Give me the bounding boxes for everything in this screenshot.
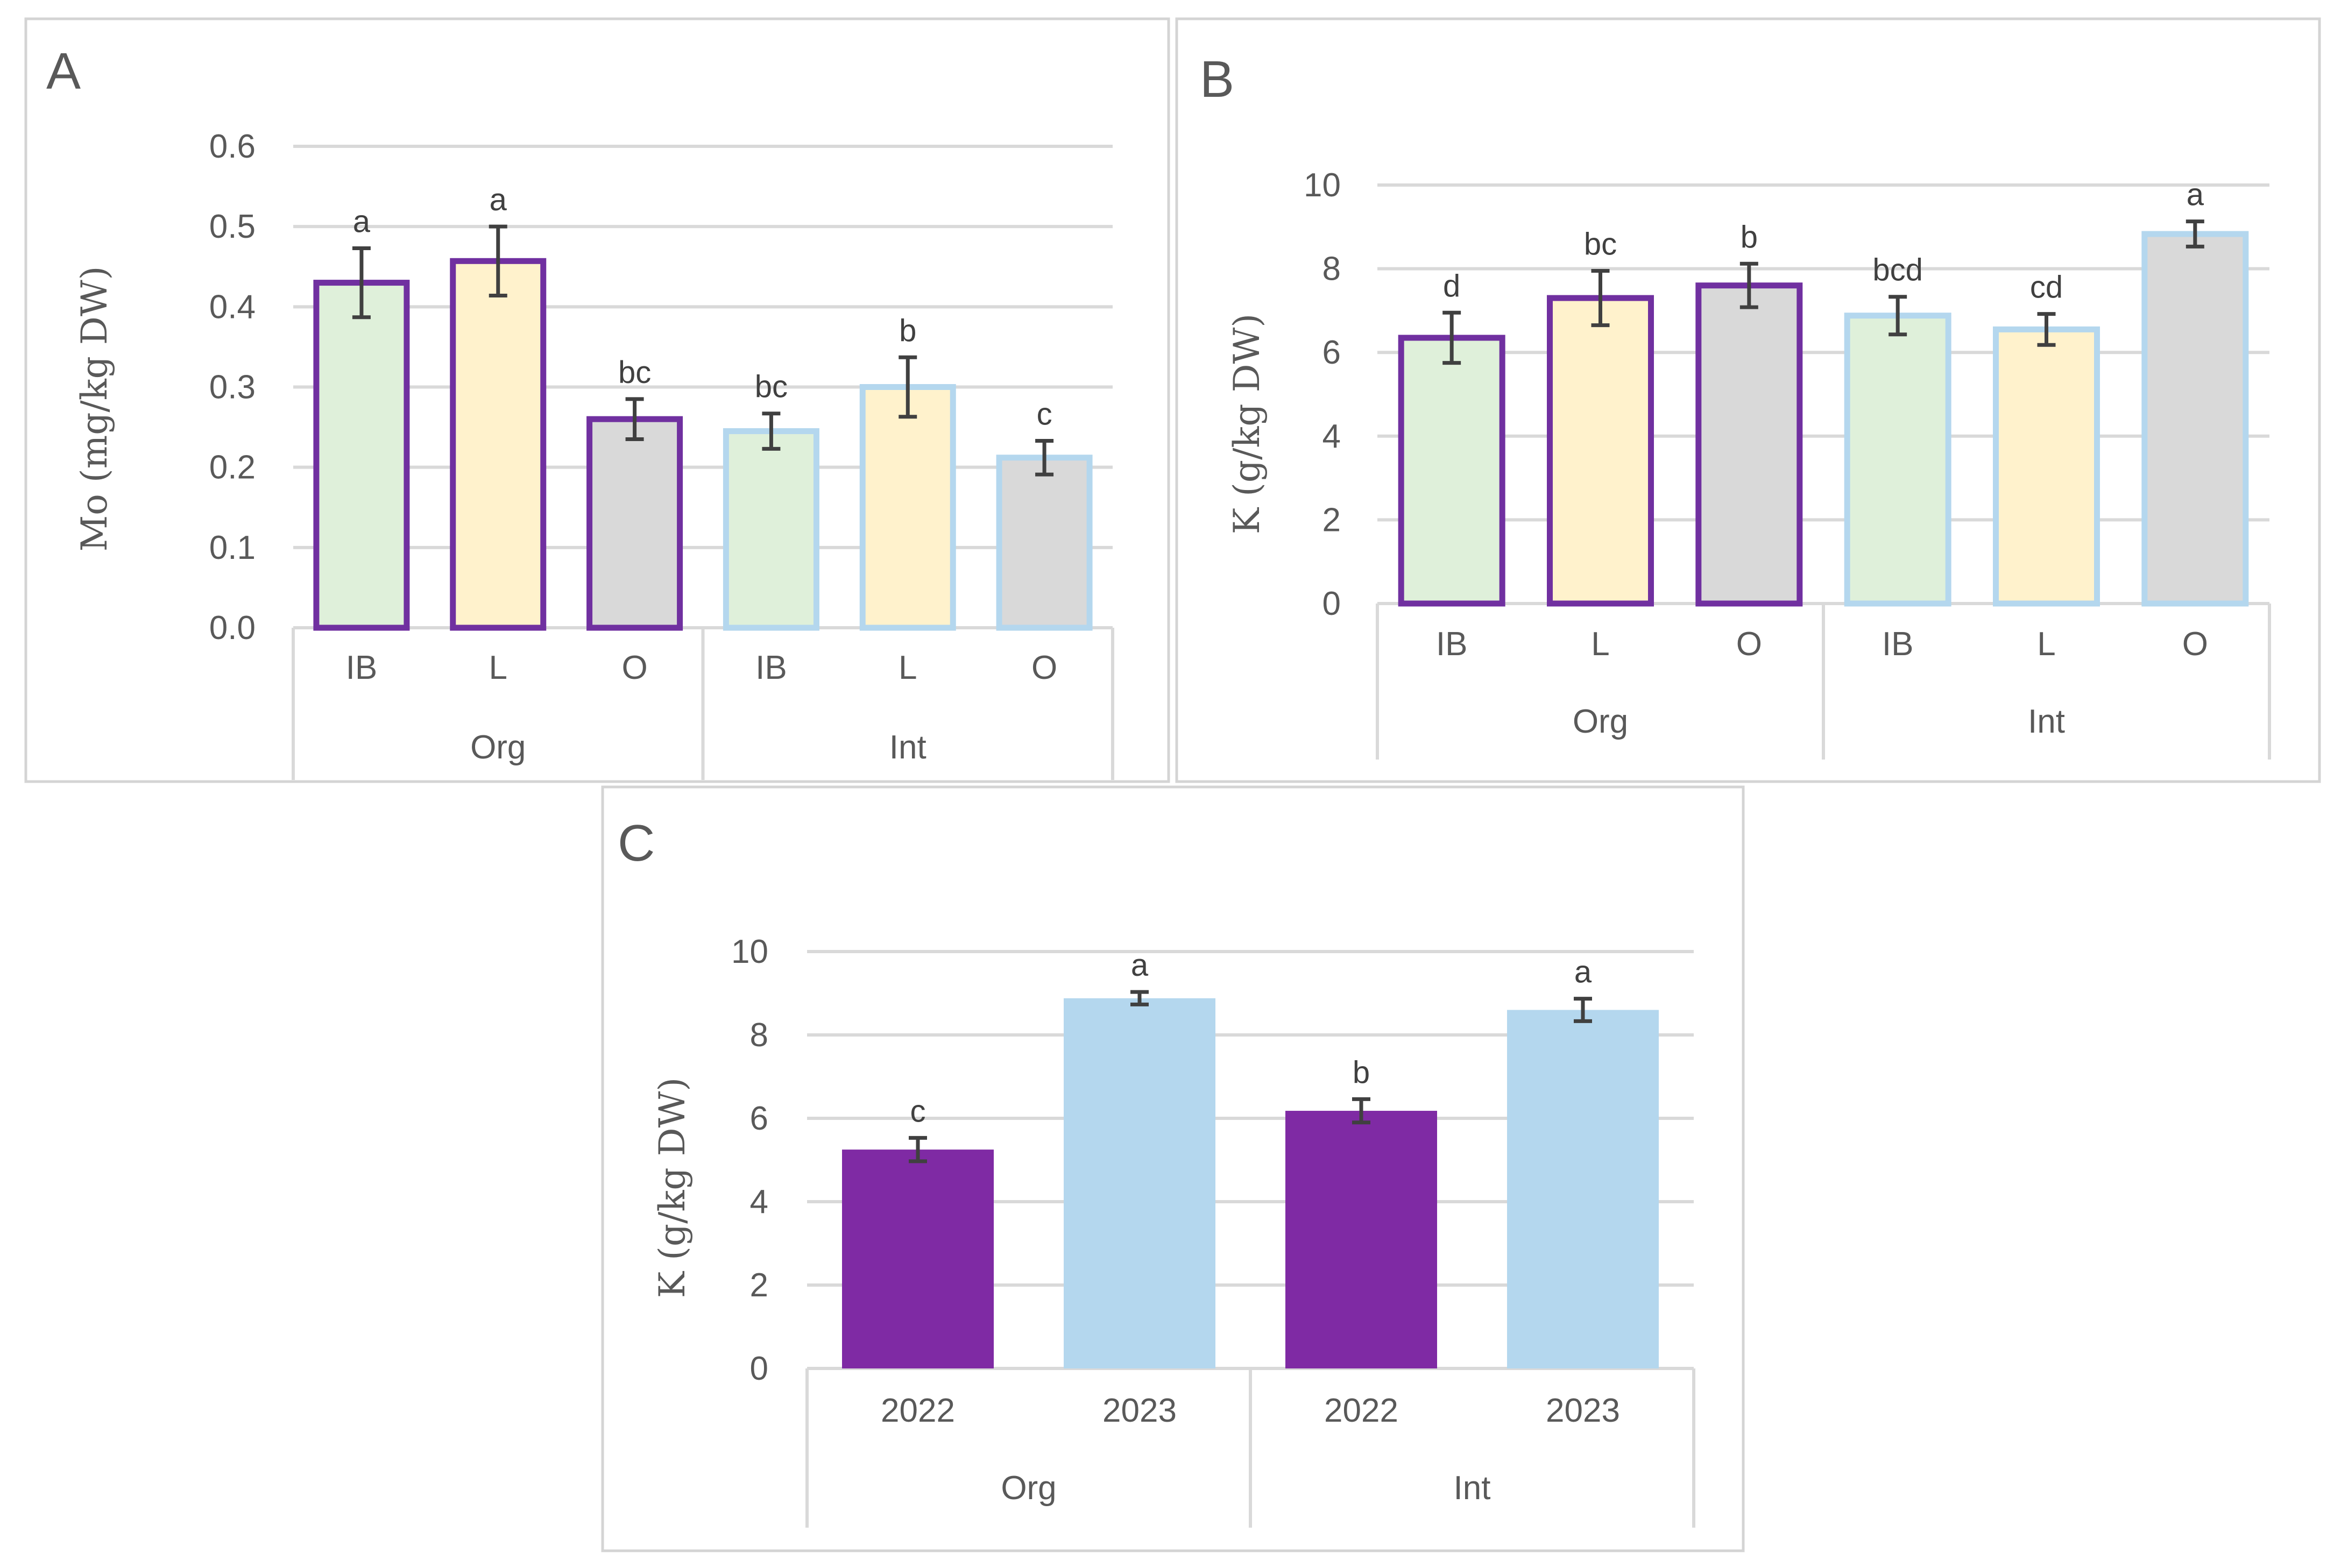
significance-letter: cd <box>2030 270 2063 305</box>
y-tick-label: 0 <box>750 1350 768 1387</box>
bar-org-ib <box>1398 335 1505 607</box>
significance-letter: bc <box>1584 226 1617 261</box>
x-category-label: L <box>2037 626 2055 663</box>
x-category-label: 2023 <box>1102 1392 1177 1429</box>
panel-c: C K (g/kg DW) 0 2 4 6 8 10 Org Int c 2022 a 2023 b 20… <box>601 785 1745 1552</box>
bar-int-ib <box>1844 313 1951 607</box>
x-category-label: O <box>1736 626 1762 663</box>
significance-letter: a <box>490 182 507 217</box>
y-tick-label: 0.4 <box>209 288 256 325</box>
significance-letter: bc <box>618 355 651 390</box>
significance-letter: a <box>1131 948 1149 983</box>
significance-letter: b <box>899 313 916 348</box>
x-category-label: 2023 <box>1546 1392 1620 1429</box>
significance-letter: b <box>1353 1055 1370 1090</box>
bar-org-o <box>586 416 683 631</box>
y-tick-label: 4 <box>750 1183 768 1221</box>
y-tick-label: 6 <box>1322 334 1341 371</box>
y-tick-label: 0.1 <box>209 529 256 566</box>
bar-int-o <box>996 455 1093 631</box>
bar-org-l <box>450 258 547 631</box>
x-category-label: IB <box>346 649 378 686</box>
panel-b-letter: B <box>1200 51 1234 108</box>
bar-org-ib <box>313 280 410 631</box>
panel-c-letter: C <box>618 814 655 872</box>
y-tick-label: 8 <box>1322 251 1341 288</box>
bar-int-2022 <box>1285 1111 1437 1368</box>
y-tick-label: 0 <box>1322 585 1341 622</box>
y-tick-label: 0.6 <box>209 128 256 165</box>
bar-int-l <box>1993 326 2100 607</box>
bar-int-2023 <box>1507 1010 1659 1368</box>
x-category-label: L <box>1591 626 1609 663</box>
x-category-label: IB <box>1882 626 1914 663</box>
group-label-int: Int <box>889 729 926 766</box>
significance-letter: a <box>2187 178 2204 212</box>
y-tick-label: 2 <box>750 1267 768 1304</box>
bar-org-2022 <box>842 1150 994 1368</box>
significance-letter: c <box>1037 396 1052 431</box>
group-label-org: Org <box>470 729 526 766</box>
group-label-int: Int <box>2028 703 2065 740</box>
significance-letter: d <box>1443 268 1460 303</box>
significance-letter: b <box>1741 219 1758 254</box>
panel-a-frame <box>24 17 1170 783</box>
panel-b-y-axis-title: K (g/kg DW) <box>1226 314 1268 534</box>
x-category-label: L <box>899 649 917 686</box>
significance-letter: c <box>910 1094 926 1129</box>
panel-a: A Mo (mg/kg DW) 0.0 0.1 0.2 0.3 0.4 0.5 0.6 Org… <box>24 17 1170 783</box>
bar-org-o <box>1695 282 1803 607</box>
panel-a-y-axis-title: Mo (mg/kg DW) <box>74 266 115 552</box>
bar-int-l <box>859 384 956 631</box>
significance-letter: bc <box>755 370 788 405</box>
bar-org-l <box>1547 295 1654 607</box>
y-tick-label: 8 <box>750 1017 768 1054</box>
panel-c-y-axis-title: K (g/kg DW) <box>652 1077 693 1298</box>
y-tick-label: 4 <box>1322 418 1341 455</box>
group-label-org: Org <box>1001 1470 1056 1507</box>
y-tick-label: 0.0 <box>209 609 256 647</box>
y-tick-label: 10 <box>731 933 768 970</box>
x-category-label: O <box>1031 649 1057 686</box>
y-tick-label: 10 <box>1304 167 1341 204</box>
significance-letter: a <box>1574 955 1592 990</box>
x-category-label: 2022 <box>881 1392 955 1429</box>
significance-letter: a <box>353 204 371 239</box>
panel-a-letter: A <box>46 42 81 100</box>
y-tick-label: 0.2 <box>209 449 256 486</box>
x-category-label: O <box>621 649 647 686</box>
bar-int-ib <box>723 428 819 631</box>
x-category-label: O <box>2182 626 2208 663</box>
group-label-org: Org <box>1573 703 1628 740</box>
x-category-label: 2022 <box>1324 1392 1398 1429</box>
bar-int-o <box>2141 231 2249 607</box>
bar-org-2023 <box>1064 998 1215 1368</box>
significance-letter: bcd <box>1872 253 1923 288</box>
y-tick-label: 2 <box>1322 501 1341 538</box>
y-tick-label: 0.5 <box>209 208 256 245</box>
x-category-label: L <box>489 649 507 686</box>
y-tick-label: 0.3 <box>209 369 256 406</box>
x-category-label: IB <box>1436 626 1468 663</box>
x-category-label: IB <box>755 649 787 686</box>
y-tick-label: 6 <box>750 1100 768 1137</box>
group-label-int: Int <box>1454 1470 1491 1507</box>
